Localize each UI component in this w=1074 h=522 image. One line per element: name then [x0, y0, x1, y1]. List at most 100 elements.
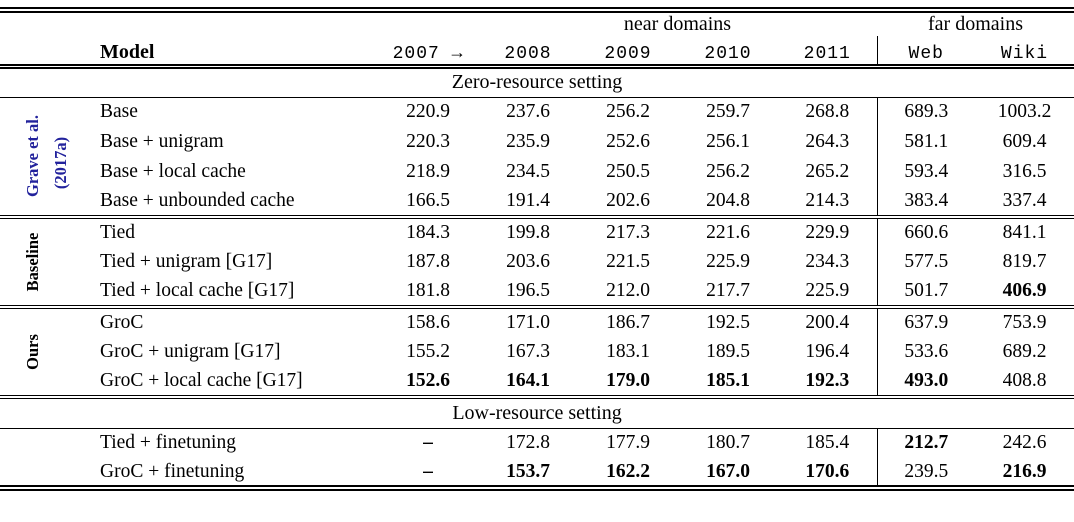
value-cell: 383.4 [876, 187, 975, 217]
group-column-spacer [0, 36, 92, 66]
value-cell: 202.6 [606, 190, 650, 211]
value-cell: 220.3 [406, 131, 450, 152]
value-cell: 1003.2 [997, 101, 1052, 123]
value-cell: 196.5 [506, 280, 550, 301]
value-cell: 189.5 [706, 341, 750, 362]
value-cell: 177.9 [606, 432, 650, 454]
group-label-year-text: (2017a) [50, 137, 70, 190]
section-title-row: Low-resource setting [0, 397, 1074, 428]
domain-band-row: near domains far domains [0, 10, 1074, 36]
value-cell: 259.7 [706, 101, 750, 123]
table-row: Base + unbounded cache 166.5 191.4 202.6 204… [0, 187, 1074, 217]
group-label-cell: Baseline [0, 217, 92, 307]
value-cell: 171.0 [506, 312, 550, 333]
column-header-2010: 2010 [704, 43, 752, 64]
near-domains-label: near domains [623, 13, 732, 35]
group-label-cell: Ours [0, 307, 92, 397]
group-label-text: Grave et al. [23, 115, 43, 198]
value-cell: 162.2 [606, 460, 650, 482]
value-cell: 158.6 [406, 312, 450, 333]
value-cell: 167.3 [506, 341, 550, 362]
value-cell: 203.6 [506, 251, 550, 272]
model-group: Grave et al. (2017a) Base 220.9 237.6 256.2 25… [0, 97, 1074, 217]
model-name-cell: Base + unbounded cache [100, 190, 295, 211]
section-title-row: Zero-resource setting [0, 66, 1074, 97]
section-title-label: Zero-resource setting [451, 71, 623, 93]
value-cell: 217.3 [606, 222, 650, 243]
value-cell: – [423, 432, 433, 454]
value-cell: 689.2 [1002, 341, 1047, 362]
column-header-2011: 2011 [803, 43, 851, 64]
far-domains-label: far domains [928, 13, 1023, 35]
value-cell: 252.6 [606, 131, 650, 152]
value-cell: 316.5 [1002, 161, 1047, 182]
value-cell: 235.9 [506, 131, 550, 152]
value-cell: 256.2 [606, 101, 650, 123]
column-header-2008: 2008 [504, 43, 552, 64]
value-cell: 170.6 [805, 460, 850, 482]
value-cell: 268.8 [805, 101, 850, 123]
model-column-header: Model [100, 40, 155, 63]
value-cell: 234.3 [805, 251, 850, 272]
value-cell: 234.5 [506, 161, 550, 182]
value-cell: – [423, 460, 433, 482]
table-row: GroC + local cache [G17] 152.6 164.1 179.0 1… [0, 367, 1074, 397]
value-cell: 192.5 [706, 312, 750, 333]
model-name-cell: Tied [100, 222, 136, 243]
table-row: Grave et al. (2017a) Base 220.9 237.6 256.2 25… [0, 97, 1074, 197]
value-cell: 217.7 [706, 280, 750, 301]
value-cell: 501.7 [876, 277, 975, 307]
value-cell: 841.1 [1002, 222, 1047, 243]
domain-band-spacer [0, 10, 478, 36]
value-cell: 212.0 [606, 280, 650, 301]
value-cell: 406.9 [1002, 280, 1047, 301]
value-cell: 186.7 [606, 312, 650, 333]
value-cell: 256.2 [706, 161, 750, 182]
model-name-cell: GroC + local cache [G17] [100, 370, 303, 391]
value-cell: 221.5 [606, 251, 650, 272]
group-label-cell: Grave et al. (2017a) [0, 97, 92, 217]
value-cell: 637.9 [876, 307, 975, 337]
value-cell: 199.8 [506, 222, 550, 243]
column-header-wiki: Wiki [1000, 43, 1049, 64]
value-cell: 689.3 [876, 97, 975, 127]
table-row: Tied + unigram [G17] 187.8 203.6 221.5 225.9… [0, 247, 1074, 277]
model-name-cell: Base [100, 101, 138, 123]
value-cell: 265.2 [805, 161, 850, 182]
value-cell: 229.9 [805, 222, 850, 243]
model-group: Tied + finetuning – 172.8 177.9 180.7 185.4 21… [0, 428, 1074, 488]
value-cell: 218.9 [406, 161, 450, 182]
value-cell: 660.6 [876, 217, 975, 247]
results-table: near domains far domains Model 2007 → 20… [0, 7, 1074, 491]
model-name-cell: Base + local cache [100, 161, 246, 182]
table-row: Tied + finetuning – 172.8 177.9 180.7 185.4 21… [0, 428, 1074, 458]
value-cell: 256.1 [706, 131, 750, 152]
value-cell: 181.8 [406, 280, 450, 301]
value-cell: 196.4 [805, 341, 850, 362]
value-cell: 187.8 [406, 251, 450, 272]
section-title-label: Low-resource setting [452, 401, 622, 424]
value-cell: 239.5 [876, 458, 975, 488]
value-cell: 577.5 [876, 247, 975, 277]
value-cell: 337.4 [1002, 190, 1047, 211]
table-row: Base + local cache 218.9 234.5 250.5 256.2 26… [0, 157, 1074, 187]
section: Low-resource setting [0, 397, 1074, 428]
group-label-text: Baseline [23, 232, 43, 292]
value-cell: 220.9 [406, 101, 450, 123]
value-cell: 200.4 [805, 312, 850, 333]
value-cell: 172.8 [506, 432, 550, 454]
value-cell: 264.3 [805, 131, 850, 152]
column-header-web: Web [876, 36, 975, 66]
value-cell: 819.7 [1002, 251, 1047, 272]
value-cell: 183.1 [606, 341, 650, 362]
column-header-row: Model 2007 → 2008 2009 2010 2011 Web Wik… [0, 36, 1074, 66]
value-cell: 204.8 [706, 190, 750, 211]
table-row: Baseline Tied 184.3 199.8 217.3 221.6 229.9 660… [0, 217, 1074, 291]
value-cell: 609.4 [1002, 131, 1047, 152]
value-cell: 212.7 [876, 428, 975, 458]
model-name-cell: GroC + finetuning [100, 460, 245, 482]
table-row: GroC + unigram [G17] 155.2 167.3 183.1 189.5… [0, 337, 1074, 367]
value-cell: 166.5 [406, 190, 450, 211]
value-cell: 493.0 [876, 367, 975, 397]
